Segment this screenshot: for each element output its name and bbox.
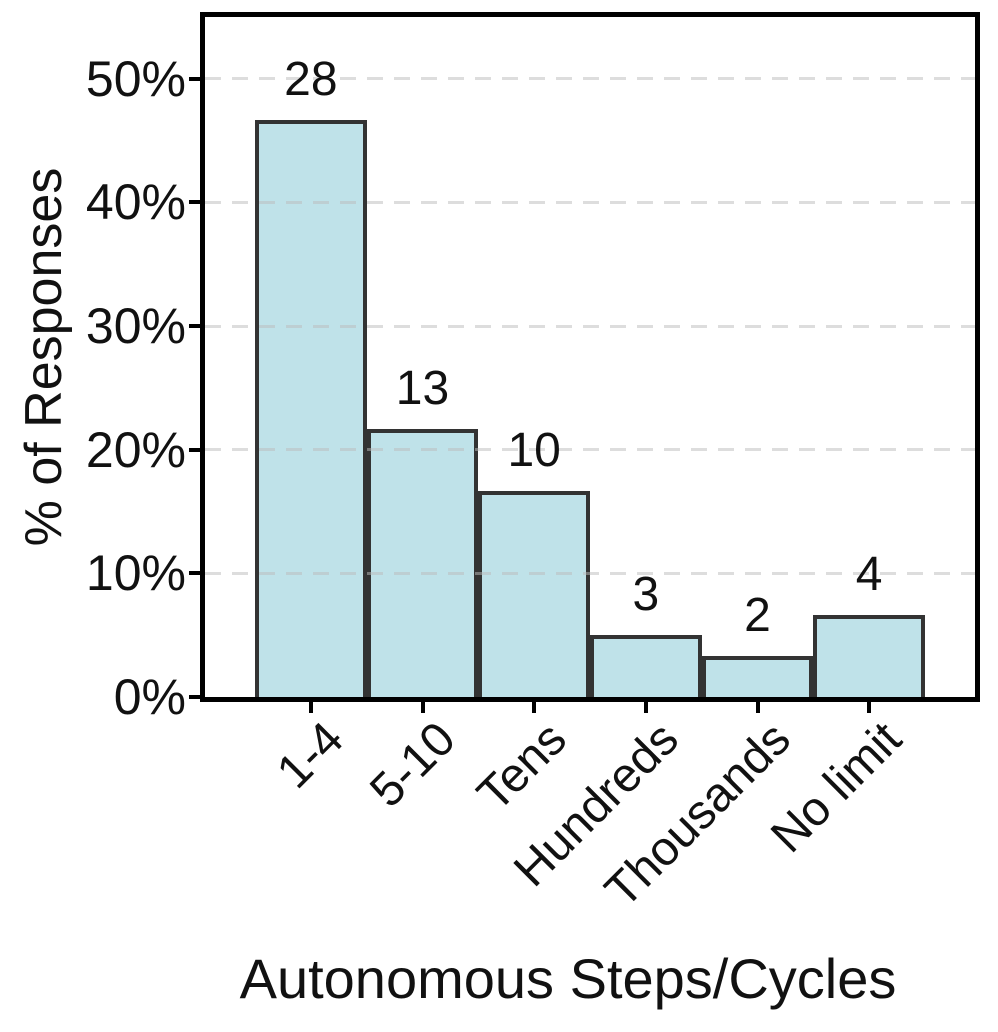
y-tick-0pct — [189, 695, 200, 699]
y-tick-label-10pct: 10% — [85, 545, 186, 602]
bar-hundreds — [590, 635, 702, 697]
x-tick-hundreds — [643, 702, 648, 713]
x-tick-5-10 — [420, 702, 425, 713]
bar-value-thousands: 2 — [744, 588, 771, 642]
y-tick-label-20pct: 20% — [85, 421, 186, 478]
y-tick-label-50pct: 50% — [85, 50, 186, 107]
y-tick-40pct — [189, 200, 200, 205]
y-tick-label-0pct: 0% — [113, 669, 186, 725]
bar-value-tens: 10 — [507, 423, 561, 477]
y-tick-30pct — [189, 324, 200, 329]
x-tick-tens — [532, 702, 537, 713]
x-tick-no-limit — [867, 702, 872, 713]
y-tick-label-30pct: 30% — [85, 298, 186, 355]
bar-value-no-limit: 4 — [855, 547, 883, 601]
y-tick-10pct — [189, 571, 200, 576]
bar-1-4 — [255, 120, 367, 697]
bars-layer — [205, 17, 975, 697]
bar-value-hundreds: 3 — [632, 568, 660, 622]
y-tick-label-40pct: 40% — [85, 174, 186, 231]
plot-area — [200, 12, 980, 702]
x-tick-thousands — [755, 702, 760, 713]
bar-value-1-4: 28 — [284, 52, 338, 106]
y-tick-20pct — [189, 447, 200, 452]
x-axis-title: Autonomous Steps/Cycles — [239, 947, 897, 1010]
bar-value-5-10: 13 — [395, 362, 450, 416]
x-tick-1-4 — [308, 702, 313, 713]
bar-no-limit — [813, 614, 925, 697]
y-tick-50pct — [189, 76, 200, 81]
bar-thousands — [701, 655, 814, 697]
bar-5-10 — [366, 429, 479, 697]
bar-tens — [478, 490, 590, 697]
